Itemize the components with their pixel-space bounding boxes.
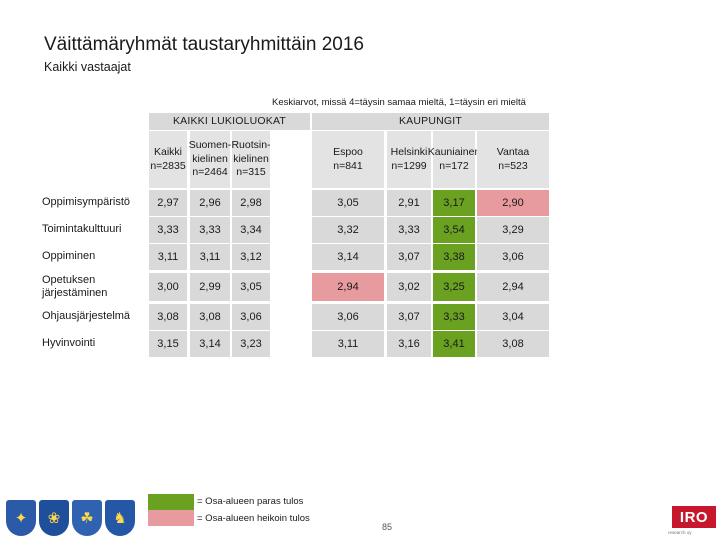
table-cell: 2,98 [232,190,270,216]
column-header-line: n=523 [498,159,528,172]
table-cell: 3,11 [312,331,384,357]
table-cell: 3,04 [477,304,549,330]
legend-worst-swatch [148,510,194,526]
column-header-line: Suomen- [188,139,232,152]
table-cell: 2,96 [190,190,230,216]
row-label: Opetuksen järjestäminen [42,273,108,299]
table-cell-best: 3,38 [433,244,475,270]
table-cell-best: 3,41 [433,331,475,357]
column-header: Kaikki n=2835 [149,131,187,188]
table-cell: 3,23 [232,331,270,357]
legend-worst-label: = Osa-alueen heikoin tulos [197,513,310,524]
row-label: Oppimisympäristö [42,196,131,209]
column-header-line: Helsinki [390,145,428,158]
page-subtitle: Kaikki vastaajat [44,60,131,74]
table-cell: 3,14 [190,331,230,357]
group-header-lukio: KAIKKI LUKIOLUOKAT [149,113,310,130]
column-header-line: kielinen [233,152,269,165]
column-header: Ruotsin-kielinen n=315 [231,131,271,188]
legend-best-swatch [148,494,194,510]
table-cell: 3,07 [387,244,431,270]
column-header-line: n=315 [236,166,266,179]
table-cell: 3,16 [387,331,431,357]
table-cell-best: 3,33 [433,304,475,330]
table-cell: 3,00 [149,273,187,301]
table-cell: 2,91 [387,190,431,216]
scale-note: Keskiarvot, missä 4=täysin samaa mieltä,… [272,97,526,108]
table-cell: 3,02 [387,273,431,301]
table-cell: 3,06 [312,304,384,330]
table-cell: 3,32 [312,217,384,243]
table-cell: 3,08 [190,304,230,330]
column-header-line: Kauniainen [427,145,481,158]
table-cell-worst: 2,90 [477,190,549,216]
column-header-line: Vantaa [496,145,530,158]
column-header-line: n=2464 [192,166,228,179]
table-cell-best: 3,25 [433,273,475,301]
table-cell: 3,08 [149,304,187,330]
column-header: Suomen-kielinen n=2464 [188,131,232,188]
table-cell: 3,33 [387,217,431,243]
column-header-line: Espoo [333,145,363,158]
page-number: 85 [382,522,393,532]
column-header-line: Kaikki [153,145,182,158]
column-header-line: Ruotsin- [231,139,271,152]
legend-best-label: = Osa-alueen paras tulos [197,496,304,507]
crest-icon: ✦ [6,500,36,536]
table-cell: 3,33 [149,217,187,243]
table-cell: 3,12 [232,244,270,270]
crest-icon: ❀ [39,500,69,536]
table-cell: 3,33 [190,217,230,243]
table-cell: 3,29 [477,217,549,243]
table-cell: 2,94 [477,273,549,301]
table-cell: 3,05 [312,190,384,216]
table-cell: 3,08 [477,331,549,357]
table-cell: 3,05 [232,273,270,301]
column-header-line: n=1299 [391,159,427,172]
table-cell-worst: 2,94 [312,273,384,301]
table-cell-best: 3,54 [433,217,475,243]
column-header: Espoo n=841 [312,131,384,188]
row-label: Ohjausjärjestelmä [42,310,131,323]
column-header-line: n=172 [439,159,469,172]
municipal-crests: ✦ ❀ ☘ ♞ [6,500,135,536]
group-header-kaupungit: KAUPUNGIT [312,113,549,130]
row-label: Oppiminen [42,250,96,263]
table-cell: 3,07 [387,304,431,330]
table-cell: 3,34 [232,217,270,243]
row-label: Hyvinvointi [42,337,96,350]
row-label: Toimintakulttuuri [42,223,122,236]
iro-logo: IRO [672,506,716,528]
column-header: Kauniainen n=172 [428,131,480,188]
table-cell: 2,97 [149,190,187,216]
table-cell: 3,11 [190,244,230,270]
crest-icon: ☘ [72,500,102,536]
table-cell: 3,15 [149,331,187,357]
table-cell: 3,06 [477,244,549,270]
table-cell: 3,14 [312,244,384,270]
table-cell-best: 3,17 [433,190,475,216]
crest-icon: ♞ [105,500,135,536]
column-header-line: kielinen [192,152,228,165]
page-title: Väittämäryhmät taustaryhmittäin 2016 [44,34,364,55]
column-header-line: n=2835 [150,159,186,172]
table-cell: 3,06 [232,304,270,330]
table-cell: 2,99 [190,273,230,301]
column-header: Vantaa n=523 [477,131,549,188]
iro-logo-subtext: research oy [668,530,692,535]
column-header: Helsinki n=1299 [387,131,431,188]
column-header-line: n=841 [333,159,363,172]
table-cell: 3,11 [149,244,187,270]
